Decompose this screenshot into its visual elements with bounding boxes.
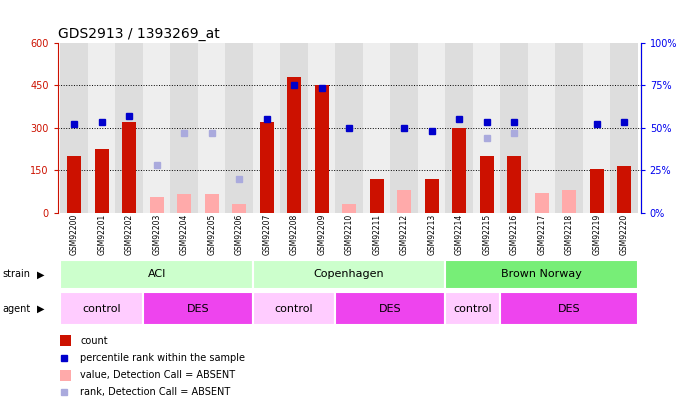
Bar: [507, 156, 521, 213]
Bar: [60, 335, 71, 346]
Bar: [60, 292, 143, 325]
Bar: [60, 370, 71, 381]
Bar: [287, 77, 301, 213]
Bar: [590, 168, 603, 213]
Bar: [143, 43, 170, 213]
Text: agent: agent: [2, 304, 31, 314]
Bar: [528, 43, 555, 213]
Bar: [342, 204, 356, 213]
Text: rank, Detection Call = ABSENT: rank, Detection Call = ABSENT: [80, 387, 231, 397]
Bar: [391, 43, 418, 213]
Bar: [308, 43, 336, 213]
Bar: [143, 292, 253, 325]
Bar: [253, 292, 336, 325]
Bar: [177, 194, 191, 213]
Bar: [253, 43, 281, 213]
Text: count: count: [80, 336, 108, 346]
Text: control: control: [275, 304, 313, 314]
Bar: [555, 43, 583, 213]
Bar: [445, 260, 638, 289]
Bar: [500, 43, 528, 213]
Bar: [397, 190, 411, 213]
Bar: [60, 43, 88, 213]
Text: GDS2913 / 1393269_at: GDS2913 / 1393269_at: [58, 28, 220, 41]
Bar: [583, 43, 610, 213]
Bar: [315, 85, 329, 213]
Text: percentile rank within the sample: percentile rank within the sample: [80, 353, 245, 363]
Bar: [370, 179, 384, 213]
Text: DES: DES: [379, 304, 402, 314]
Bar: [618, 166, 631, 213]
Bar: [115, 43, 143, 213]
Text: DES: DES: [558, 304, 580, 314]
Bar: [170, 43, 198, 213]
Bar: [473, 43, 500, 213]
Bar: [260, 122, 273, 213]
Bar: [253, 260, 445, 289]
Text: Copenhagen: Copenhagen: [314, 269, 384, 279]
Bar: [233, 204, 246, 213]
Text: ▶: ▶: [37, 269, 45, 279]
Text: control: control: [82, 304, 121, 314]
Text: ▶: ▶: [37, 304, 45, 314]
Bar: [95, 149, 108, 213]
Bar: [500, 292, 638, 325]
Bar: [122, 122, 136, 213]
Bar: [425, 179, 439, 213]
Bar: [445, 292, 500, 325]
Bar: [225, 43, 253, 213]
Bar: [452, 128, 466, 213]
Bar: [535, 193, 549, 213]
Bar: [205, 194, 218, 213]
Bar: [363, 43, 391, 213]
Text: strain: strain: [2, 269, 30, 279]
Bar: [336, 43, 363, 213]
Bar: [198, 43, 225, 213]
Text: ACI: ACI: [147, 269, 166, 279]
Bar: [562, 190, 576, 213]
Bar: [336, 292, 445, 325]
Text: value, Detection Call = ABSENT: value, Detection Call = ABSENT: [80, 370, 235, 380]
Bar: [88, 43, 115, 213]
Bar: [445, 43, 473, 213]
Text: Brown Norway: Brown Norway: [501, 269, 582, 279]
Bar: [610, 43, 638, 213]
Bar: [281, 43, 308, 213]
Text: DES: DES: [186, 304, 210, 314]
Bar: [418, 43, 445, 213]
Bar: [480, 156, 494, 213]
Bar: [60, 260, 253, 289]
Bar: [67, 156, 81, 213]
Bar: [150, 197, 163, 213]
Text: control: control: [454, 304, 492, 314]
